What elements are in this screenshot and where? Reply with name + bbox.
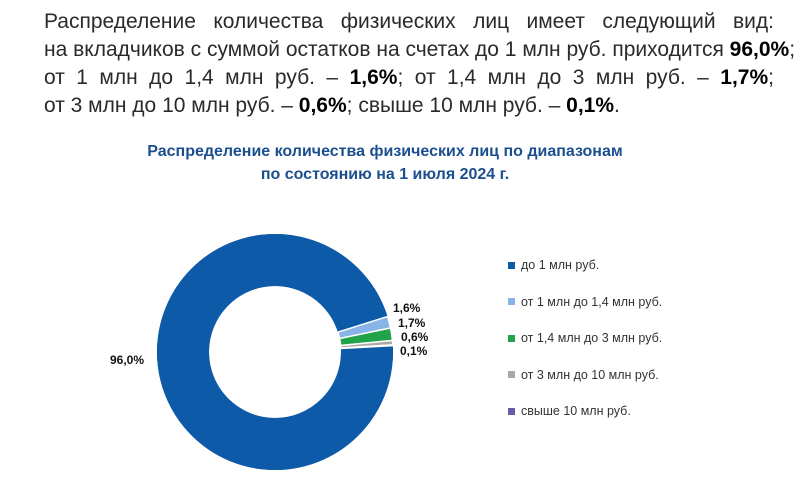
- intro-line-2: на вкладчиков с суммой остатков на счета…: [44, 36, 795, 64]
- intro-value: 1,6%: [349, 66, 398, 89]
- donut-slice-0: [157, 234, 393, 471]
- data-label-2: 1,7%: [398, 316, 426, 330]
- chart-title-line: Распределение количества физических лиц …: [147, 143, 623, 160]
- legend-swatch: [508, 371, 515, 378]
- intro-value: 0,1%: [566, 94, 615, 117]
- legend-swatch: [508, 298, 515, 305]
- intro-line-4: от 3 млн до 10 млн руб. – 0,6%; свыше 10…: [44, 92, 774, 120]
- legend-item-2: от 1,4 млн до 3 млн руб.: [508, 331, 662, 345]
- intro-text: ; от 1,4 млн до 3 млн руб. –: [397, 66, 721, 89]
- data-label-0: 96,0%: [110, 353, 144, 367]
- legend-label: от 1,4 млн до 3 млн руб.: [521, 331, 663, 345]
- intro-value: 96,0%: [729, 38, 790, 61]
- legend-label: до 1 млн руб.: [521, 258, 600, 272]
- intro-text: ; свыше 10 млн руб. –: [346, 94, 567, 117]
- legend-label: от 1 млн до 1,4 млн руб.: [521, 294, 663, 309]
- chart-title: Распределение количества физических лиц …: [120, 140, 650, 186]
- legend-label: от 3 млн до 10 млн руб.: [521, 367, 659, 382]
- legend-swatch: [508, 334, 515, 342]
- intro-text: ;: [768, 66, 774, 89]
- intro-text: от 3 млн до 10 млн руб. –: [44, 94, 299, 117]
- data-label-1: 1,6%: [393, 301, 421, 315]
- intro-line-1: Распределение количества физических лиц …: [44, 10, 774, 33]
- data-label-4: 0,1%: [400, 344, 428, 358]
- intro-text: от 1 млн до 1,4 млн руб. –: [44, 66, 350, 89]
- legend-item-3: от 3 млн до 10 млн руб.: [508, 368, 659, 382]
- intro-text: .: [614, 94, 620, 117]
- intro-line-3: от 1 млн до 1,4 млн руб. – 1,6%; от 1,4 …: [44, 64, 774, 92]
- legend-item-1: от 1 млн до 1,4 млн руб.: [508, 295, 662, 309]
- intro-paragraph: Распределение количества физических лиц …: [44, 8, 795, 120]
- legend-swatch: [508, 261, 515, 269]
- donut-slice-4: [340, 344, 394, 350]
- intro-value: 1,7%: [720, 66, 769, 89]
- chart-subtitle-line: по состоянию на 1 июля 2024 г.: [260, 166, 510, 183]
- intro-text: ;: [789, 38, 796, 61]
- data-label-3: 0,6%: [401, 330, 429, 344]
- intro-text: на вкладчиков с суммой остатков на счета…: [44, 38, 730, 61]
- legend-label: свыше 10 млн руб.: [521, 404, 631, 418]
- legend-item-0: до 1 млн руб.: [508, 258, 599, 272]
- intro-value: 0,6%: [298, 94, 347, 117]
- legend-swatch: [508, 407, 515, 415]
- legend-item-4: свыше 10 млн руб.: [508, 404, 631, 418]
